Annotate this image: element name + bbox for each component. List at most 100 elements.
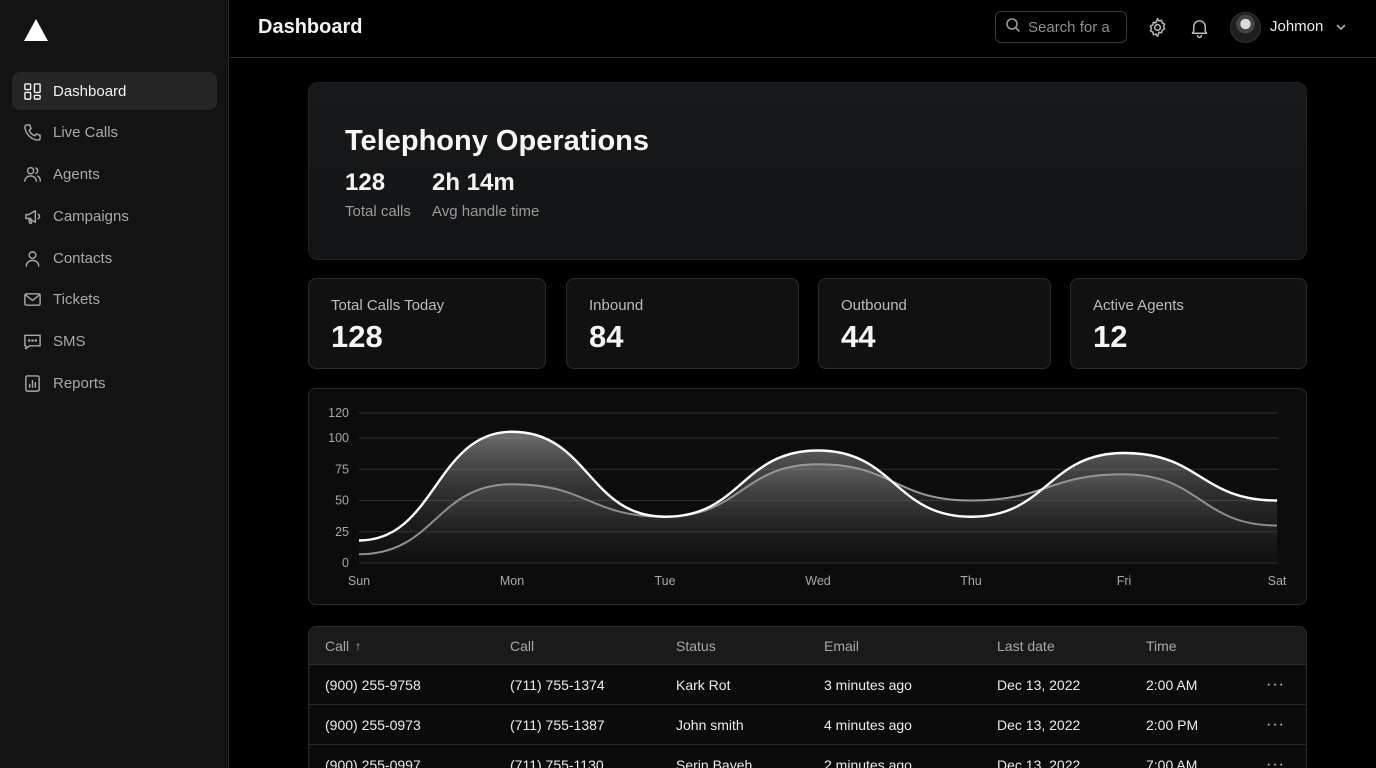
stat-card-total-calls-today[interactable]: Total Calls Today 128 [308,278,546,369]
user-icon [23,249,42,268]
more-options-icon[interactable]: ··· [1266,755,1285,768]
series-0-line [358,430,1278,542]
sort-arrow-icon: ↑ [355,638,362,653]
triangle-logo-icon[interactable] [23,18,49,42]
sidebar-item-label: Reports [53,375,106,393]
y-tick-label: 25 [335,525,349,539]
hero-stat-avg-handle-time: 2h 14m Avg handle time [432,169,539,220]
table-cell: (711) 755-1374 [510,676,605,693]
more-options-icon[interactable]: ··· [1266,675,1285,693]
column-header-label: Call [325,637,350,654]
table-cell: 2:00 AM [1146,676,1198,693]
hero-stat-value: 2h 14m [432,169,515,196]
table-cell: (900) 255-9758 [325,676,421,693]
search-input[interactable] [1028,18,1123,36]
sidebar-nav: Dashboard Live Calls Agents Campaigns Co… [12,72,217,406]
table-cell: 2 minutes ago [824,756,912,768]
table-cell: Dec 13, 2022 [997,756,1081,768]
x-tick-label: Fri [1117,574,1132,588]
hero-stat-value: 128 [345,169,386,196]
table-cell: 3 minutes ago [824,676,912,693]
stat-card-value: 128 [331,319,383,354]
grid-icon [23,82,42,101]
column-header-last-date[interactable]: Last date [997,637,1055,654]
sidebar-item-label: Tickets [53,291,100,309]
sidebar-item-contacts[interactable]: Contacts [12,239,217,277]
x-tick-label: Wed [805,574,831,588]
stat-card-value: 84 [589,319,624,354]
table-row[interactable]: (900) 255-9758 (711) 755-1374 Kark Rot 3 mi… [309,665,1306,705]
table-cell: (711) 755-1130 [510,756,604,768]
hero-stat-total-calls: 128 Total calls [345,169,411,220]
table-cell: (900) 255-0997 [325,756,421,768]
column-header-status[interactable]: Status [676,637,716,654]
table-cell: Dec 13, 2022 [997,716,1081,733]
table-header: Call ↑ Call Status Email Last date Time [309,627,1306,665]
sidebar-item-sms[interactable]: SMS [12,323,217,361]
stat-card-label: Inbound [589,297,644,314]
sidebar-item-label: Agents [53,166,100,184]
table-cell: (900) 255-0973 [325,716,421,733]
y-tick-label: 0 [342,556,349,570]
mail-icon [23,290,42,309]
calls-chart-svg: 0 25 50 75 100 120 Sun Mon Tue Wed Thu Fri Sat [328,406,1287,588]
sidebar-item-label: SMS [53,333,86,351]
message-icon [23,332,42,351]
user-name[interactable]: Johmon [1270,18,1324,35]
table-row[interactable]: (900) 255-0997 (711) 755-1130 Serin Bayeh 2… [309,745,1306,768]
table-cell: 2:00 PM [1146,716,1199,733]
search-icon [1005,17,1021,38]
page-title: Dashboard [258,16,363,38]
y-tick-label: 120 [328,406,349,420]
calls-chart: 0 25 50 75 100 120 Sun Mon Tue Wed Thu Fri Sat [308,388,1307,605]
stat-card-inbound[interactable]: Inbound 84 [566,278,799,369]
table-cell: John smith [676,716,744,733]
more-options-icon[interactable]: ··· [1266,715,1285,733]
stat-card-value: 44 [841,319,876,354]
users-icon [23,165,42,184]
table-cell: 7:00 AM [1146,756,1198,768]
hero-stat-label: Avg handle time [432,203,540,220]
chevron-down-icon[interactable] [1335,20,1347,32]
sidebar-item-label: Campaigns [53,207,129,225]
sidebar-item-live-calls[interactable]: Live Calls [12,114,217,152]
report-icon [23,374,42,393]
sidebar-item-reports[interactable]: Reports [12,365,217,403]
hero-title: Telephony Operations [345,125,650,157]
column-header-email[interactable]: Email [824,637,860,654]
phone-icon [23,123,42,142]
hero-panel: Telephony Operations 128 Total calls 2h … [308,82,1307,260]
x-tick-label: Tue [654,574,675,588]
sidebar-item-campaigns[interactable]: Campaigns [12,197,217,235]
sidebar-item-dashboard[interactable]: Dashboard [12,72,217,110]
series-0-area [359,431,1277,563]
sidebar-item-agents[interactable]: Agents [12,156,217,194]
table-cell: Dec 13, 2022 [997,676,1081,693]
column-header-call-sort[interactable]: Call ↑ [325,627,361,664]
sidebar-item-tickets[interactable]: Tickets [12,281,217,319]
stat-card-label: Outbound [841,297,907,314]
column-header-time[interactable]: Time [1146,637,1177,654]
stat-card-value: 12 [1093,319,1128,354]
x-tick-label: Sat [1268,574,1287,588]
bell-icon[interactable] [1189,17,1210,39]
stat-card-active-agents[interactable]: Active Agents 12 [1070,278,1307,369]
search-box[interactable] [995,11,1127,43]
x-tick-label: Mon [500,574,524,588]
stat-card-outbound[interactable]: Outbound 44 [818,278,1051,369]
hero-stat-label: Total calls [345,203,411,220]
stat-card-label: Total Calls Today [331,297,445,314]
table-row[interactable]: (900) 255-0973 (711) 755-1387 John smith 4 … [309,705,1306,745]
table-cell: Kark Rot [676,676,731,693]
gear-icon[interactable] [1147,17,1168,38]
sidebar-item-label: Contacts [53,249,113,267]
x-tick-label: Thu [960,574,982,588]
sidebar: Dashboard Live Calls Agents Campaigns Co… [0,0,229,768]
avatar[interactable] [1230,12,1261,43]
sidebar-item-label: Live Calls [53,124,119,142]
x-tick-label: Sun [348,574,370,588]
calls-table: Call ↑ Call Status Email Last date Time … [308,626,1307,768]
column-header-call[interactable]: Call [510,637,535,654]
topbar: Dashboard Johmon [230,0,1376,58]
table-cell: Serin Bayeh [676,756,753,768]
